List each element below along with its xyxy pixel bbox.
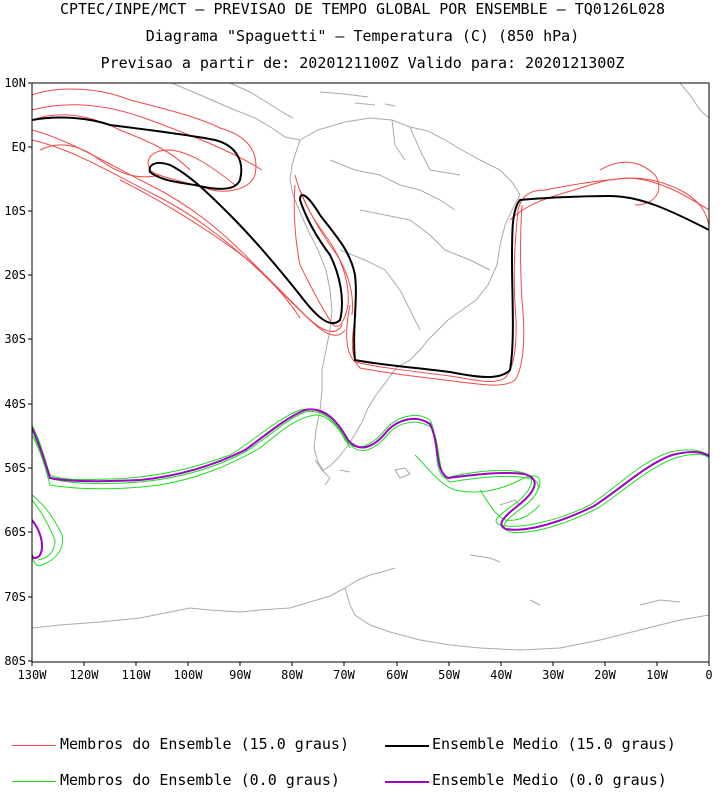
lon-label: 10W (646, 668, 668, 682)
lon-label: 90W (229, 668, 251, 682)
longitude-axis: 130W 120W 110W 100W 90W 80W 70W 60W 50W … (18, 662, 713, 682)
mean-15-contour (32, 116, 709, 378)
mean-0-west-loop (32, 519, 43, 559)
lat-label: 40S (4, 397, 26, 411)
legend-label-mean-0: Ensemble Medio (0.0 graus) (432, 771, 667, 789)
lat-label: 30S (4, 332, 26, 346)
lon-label: 60W (386, 668, 408, 682)
member-15-contours (32, 88, 709, 386)
lat-label: 80S (4, 654, 26, 668)
member-15-atlantic-tongue (351, 204, 525, 386)
lat-label: 60S (4, 525, 26, 539)
legend-label-mean-15: Ensemble Medio (15.0 graus) (432, 735, 676, 753)
lon-label: 100W (174, 668, 204, 682)
caribbean-islands (319, 91, 396, 107)
mean-0-contour (32, 408, 709, 559)
lat-label: 20S (4, 268, 26, 282)
lat-label: 50S (4, 461, 26, 475)
member-15-north-loop (32, 114, 191, 171)
lon-label: 0 (705, 668, 712, 682)
country-borders (329, 119, 491, 331)
antarctic-coast (32, 567, 709, 651)
member-15-atlantic-tongue (346, 177, 709, 382)
central-america-coast (171, 83, 301, 141)
falkland-islands (394, 467, 411, 479)
lat-label: 10N (4, 76, 26, 90)
member-15-pacific-tongue (119, 179, 301, 319)
lon-label: 50W (438, 668, 460, 682)
member-0-line (32, 408, 709, 527)
lon-label: 70W (333, 668, 355, 682)
member-0-contours (32, 408, 709, 567)
member-0-west-loop (32, 499, 56, 561)
africa-coast (679, 83, 709, 119)
member-15-east-loop (599, 161, 660, 206)
lon-label: 120W (70, 668, 100, 682)
map-title-line-1: CPTEC/INPE/MCT – PREVISAO DE TEMPO GLOBA… (59, 0, 666, 18)
member-15-andes-loop (293, 174, 349, 327)
lon-label: 130W (18, 668, 48, 682)
member-0-line (32, 414, 351, 490)
south-georgia (499, 499, 521, 506)
member-15-north-loop (39, 144, 161, 178)
legend-swatch-member-0 (12, 781, 56, 782)
member-0-west-loop (32, 494, 64, 567)
coastline-layer (32, 83, 709, 651)
member-15-andes-loop (299, 189, 354, 316)
tierra-del-fuego (314, 459, 351, 486)
lon-label: 110W (122, 668, 152, 682)
legend-swatch-member-15 (12, 745, 56, 746)
member-0-line (479, 489, 541, 521)
map-title-line-3: Previsao a partir de: 2020121100Z Valido… (100, 54, 625, 72)
legend-swatch-mean-15 (385, 745, 429, 747)
map-title-line-2: Diagrama "Spaguetti" – Temperatura (C) (… (145, 27, 580, 45)
lon-label: 80W (281, 668, 303, 682)
lat-label: EQ (12, 140, 26, 154)
antarctic-islands (469, 554, 681, 606)
legend-label-member-0: Membros do Ensemble (0.0 graus) (60, 771, 340, 789)
mean-0-line (32, 408, 709, 531)
legend-label-member-15: Membros do Ensemble (15.0 graus) (60, 735, 349, 753)
member-0-line (414, 454, 541, 496)
lat-label: 10S (4, 204, 26, 218)
mean-15-line (32, 116, 709, 378)
member-0-line (32, 410, 709, 533)
yucatan-coast (229, 83, 294, 119)
member-15-pacific-tongue (32, 139, 346, 336)
lat-label: 70S (4, 590, 26, 604)
member-15-north-loop (32, 104, 263, 171)
lon-label: 40W (490, 668, 512, 682)
lon-label: 20W (594, 668, 616, 682)
latitude-axis: 10N EQ 10S 20S 30S 40S 50S 60S 70S 80S (4, 76, 32, 668)
lon-label: 30W (542, 668, 564, 682)
member-15-east-loop (509, 177, 709, 231)
legend-swatch-mean-0 (385, 781, 429, 783)
map-frame (31, 82, 710, 663)
south-america-coast (289, 117, 521, 471)
